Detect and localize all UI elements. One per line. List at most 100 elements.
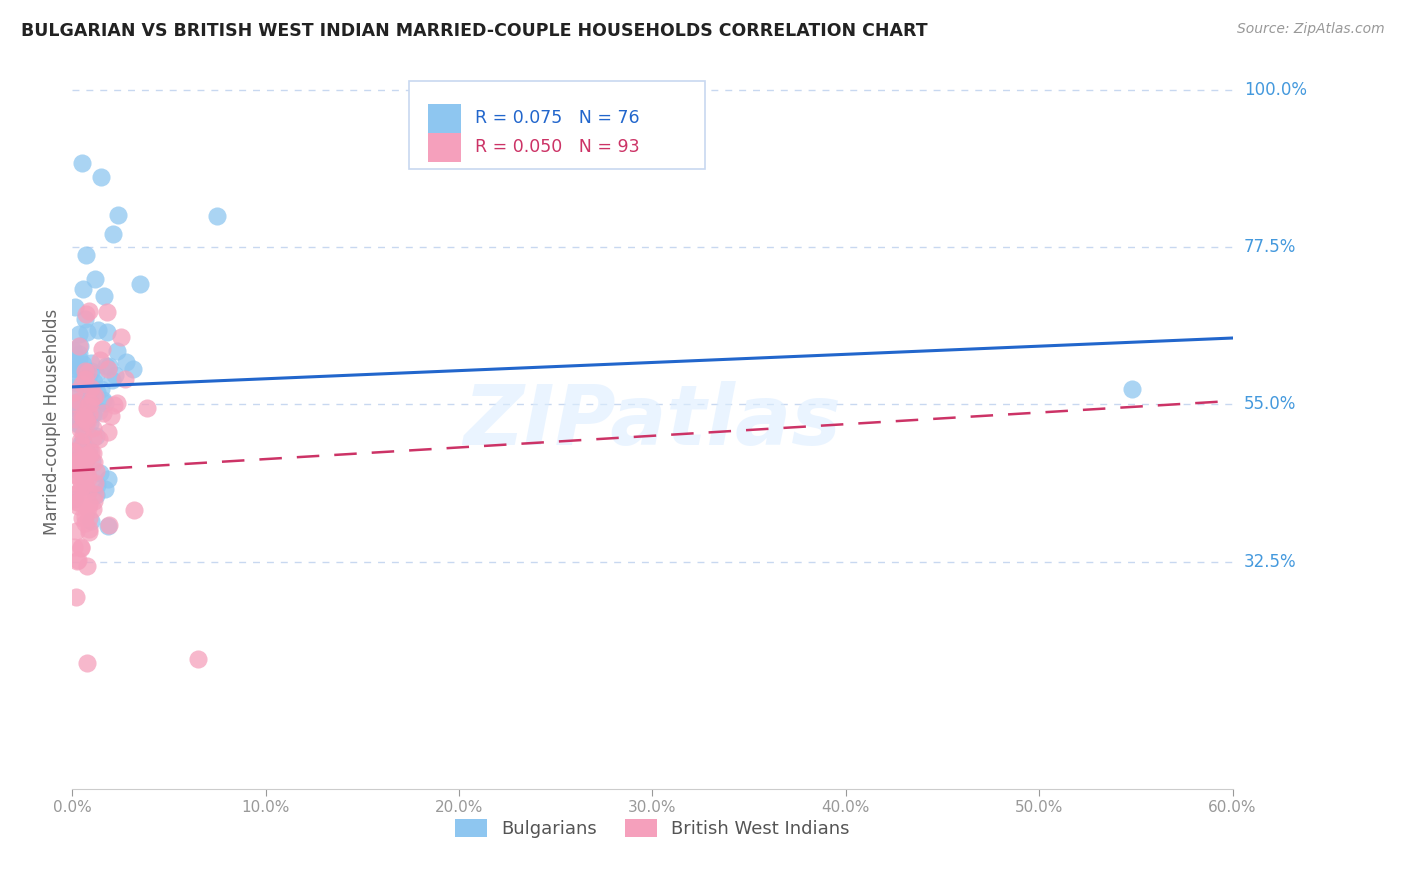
Point — [89, 352, 111, 367]
Point — [87, 404, 110, 418]
Point — [77, 443, 100, 458]
Point — [80, 381, 103, 395]
Point — [66, 553, 89, 567]
Text: 77.5%: 77.5% — [1244, 238, 1296, 256]
Point — [69, 402, 91, 417]
Point — [101, 373, 124, 387]
Point — [115, 355, 138, 369]
Point — [62, 395, 84, 409]
Point — [66, 395, 89, 409]
Point — [65, 524, 87, 538]
Point — [105, 396, 128, 410]
Point — [93, 288, 115, 302]
Point — [86, 478, 108, 492]
Point — [114, 372, 136, 386]
Point — [73, 516, 96, 530]
Point — [77, 471, 100, 485]
Point — [72, 428, 94, 442]
Point — [96, 359, 118, 374]
Point — [70, 475, 93, 489]
Point — [63, 385, 86, 400]
Point — [77, 365, 100, 379]
Point — [79, 524, 101, 539]
Point — [66, 417, 89, 431]
Point — [66, 499, 89, 513]
Point — [89, 466, 111, 480]
Point — [73, 372, 96, 386]
Point — [82, 391, 104, 405]
Point — [75, 415, 97, 429]
Point — [94, 396, 117, 410]
Point — [135, 401, 157, 415]
Point — [63, 300, 86, 314]
Point — [75, 312, 97, 326]
Point — [65, 495, 87, 509]
Point — [63, 492, 86, 507]
Point — [96, 305, 118, 319]
Point — [82, 446, 104, 460]
Point — [97, 518, 120, 533]
Point — [75, 411, 97, 425]
Point — [65, 412, 87, 426]
Point — [62, 362, 84, 376]
Point — [83, 494, 105, 508]
Point — [83, 455, 105, 469]
Point — [69, 449, 91, 463]
Text: R = 0.050   N = 93: R = 0.050 N = 93 — [475, 138, 640, 156]
Point — [79, 396, 101, 410]
Point — [79, 416, 101, 430]
Point — [67, 347, 90, 361]
Point — [100, 409, 122, 424]
Point — [75, 248, 97, 262]
Point — [82, 431, 104, 445]
Point — [67, 351, 90, 366]
Text: 100.0%: 100.0% — [1244, 81, 1306, 99]
Point — [97, 518, 120, 533]
Point — [79, 497, 101, 511]
Point — [1121, 382, 1143, 396]
Point — [107, 208, 129, 222]
Point — [62, 445, 84, 459]
Point — [66, 468, 89, 483]
Point — [67, 327, 90, 342]
Point — [94, 482, 117, 496]
Point — [67, 339, 90, 353]
Point — [77, 511, 100, 525]
Text: Source: ZipAtlas.com: Source: ZipAtlas.com — [1237, 22, 1385, 37]
FancyBboxPatch shape — [429, 103, 461, 133]
Point — [86, 385, 108, 400]
Point — [122, 362, 145, 376]
Point — [76, 326, 98, 340]
Point — [97, 472, 120, 486]
Point — [72, 357, 94, 371]
Point — [72, 436, 94, 450]
Point — [69, 444, 91, 458]
Point — [83, 271, 105, 285]
Point — [75, 510, 97, 524]
Point — [76, 415, 98, 429]
Text: 55.0%: 55.0% — [1244, 395, 1296, 413]
Point — [77, 522, 100, 536]
Point — [101, 227, 124, 241]
Point — [65, 590, 87, 604]
Point — [63, 467, 86, 482]
Point — [73, 409, 96, 424]
Point — [75, 391, 97, 405]
Point — [91, 393, 114, 408]
Point — [84, 389, 107, 403]
Text: 32.5%: 32.5% — [1244, 552, 1296, 571]
Point — [67, 393, 90, 408]
Point — [80, 364, 103, 378]
Point — [70, 540, 93, 554]
Point — [69, 361, 91, 376]
Point — [75, 449, 97, 463]
Point — [75, 307, 97, 321]
Point — [66, 359, 89, 373]
Point — [77, 373, 100, 387]
Point — [122, 502, 145, 516]
Point — [104, 368, 127, 382]
Point — [70, 376, 93, 391]
Point — [62, 488, 84, 502]
Point — [80, 356, 103, 370]
Point — [70, 463, 93, 477]
